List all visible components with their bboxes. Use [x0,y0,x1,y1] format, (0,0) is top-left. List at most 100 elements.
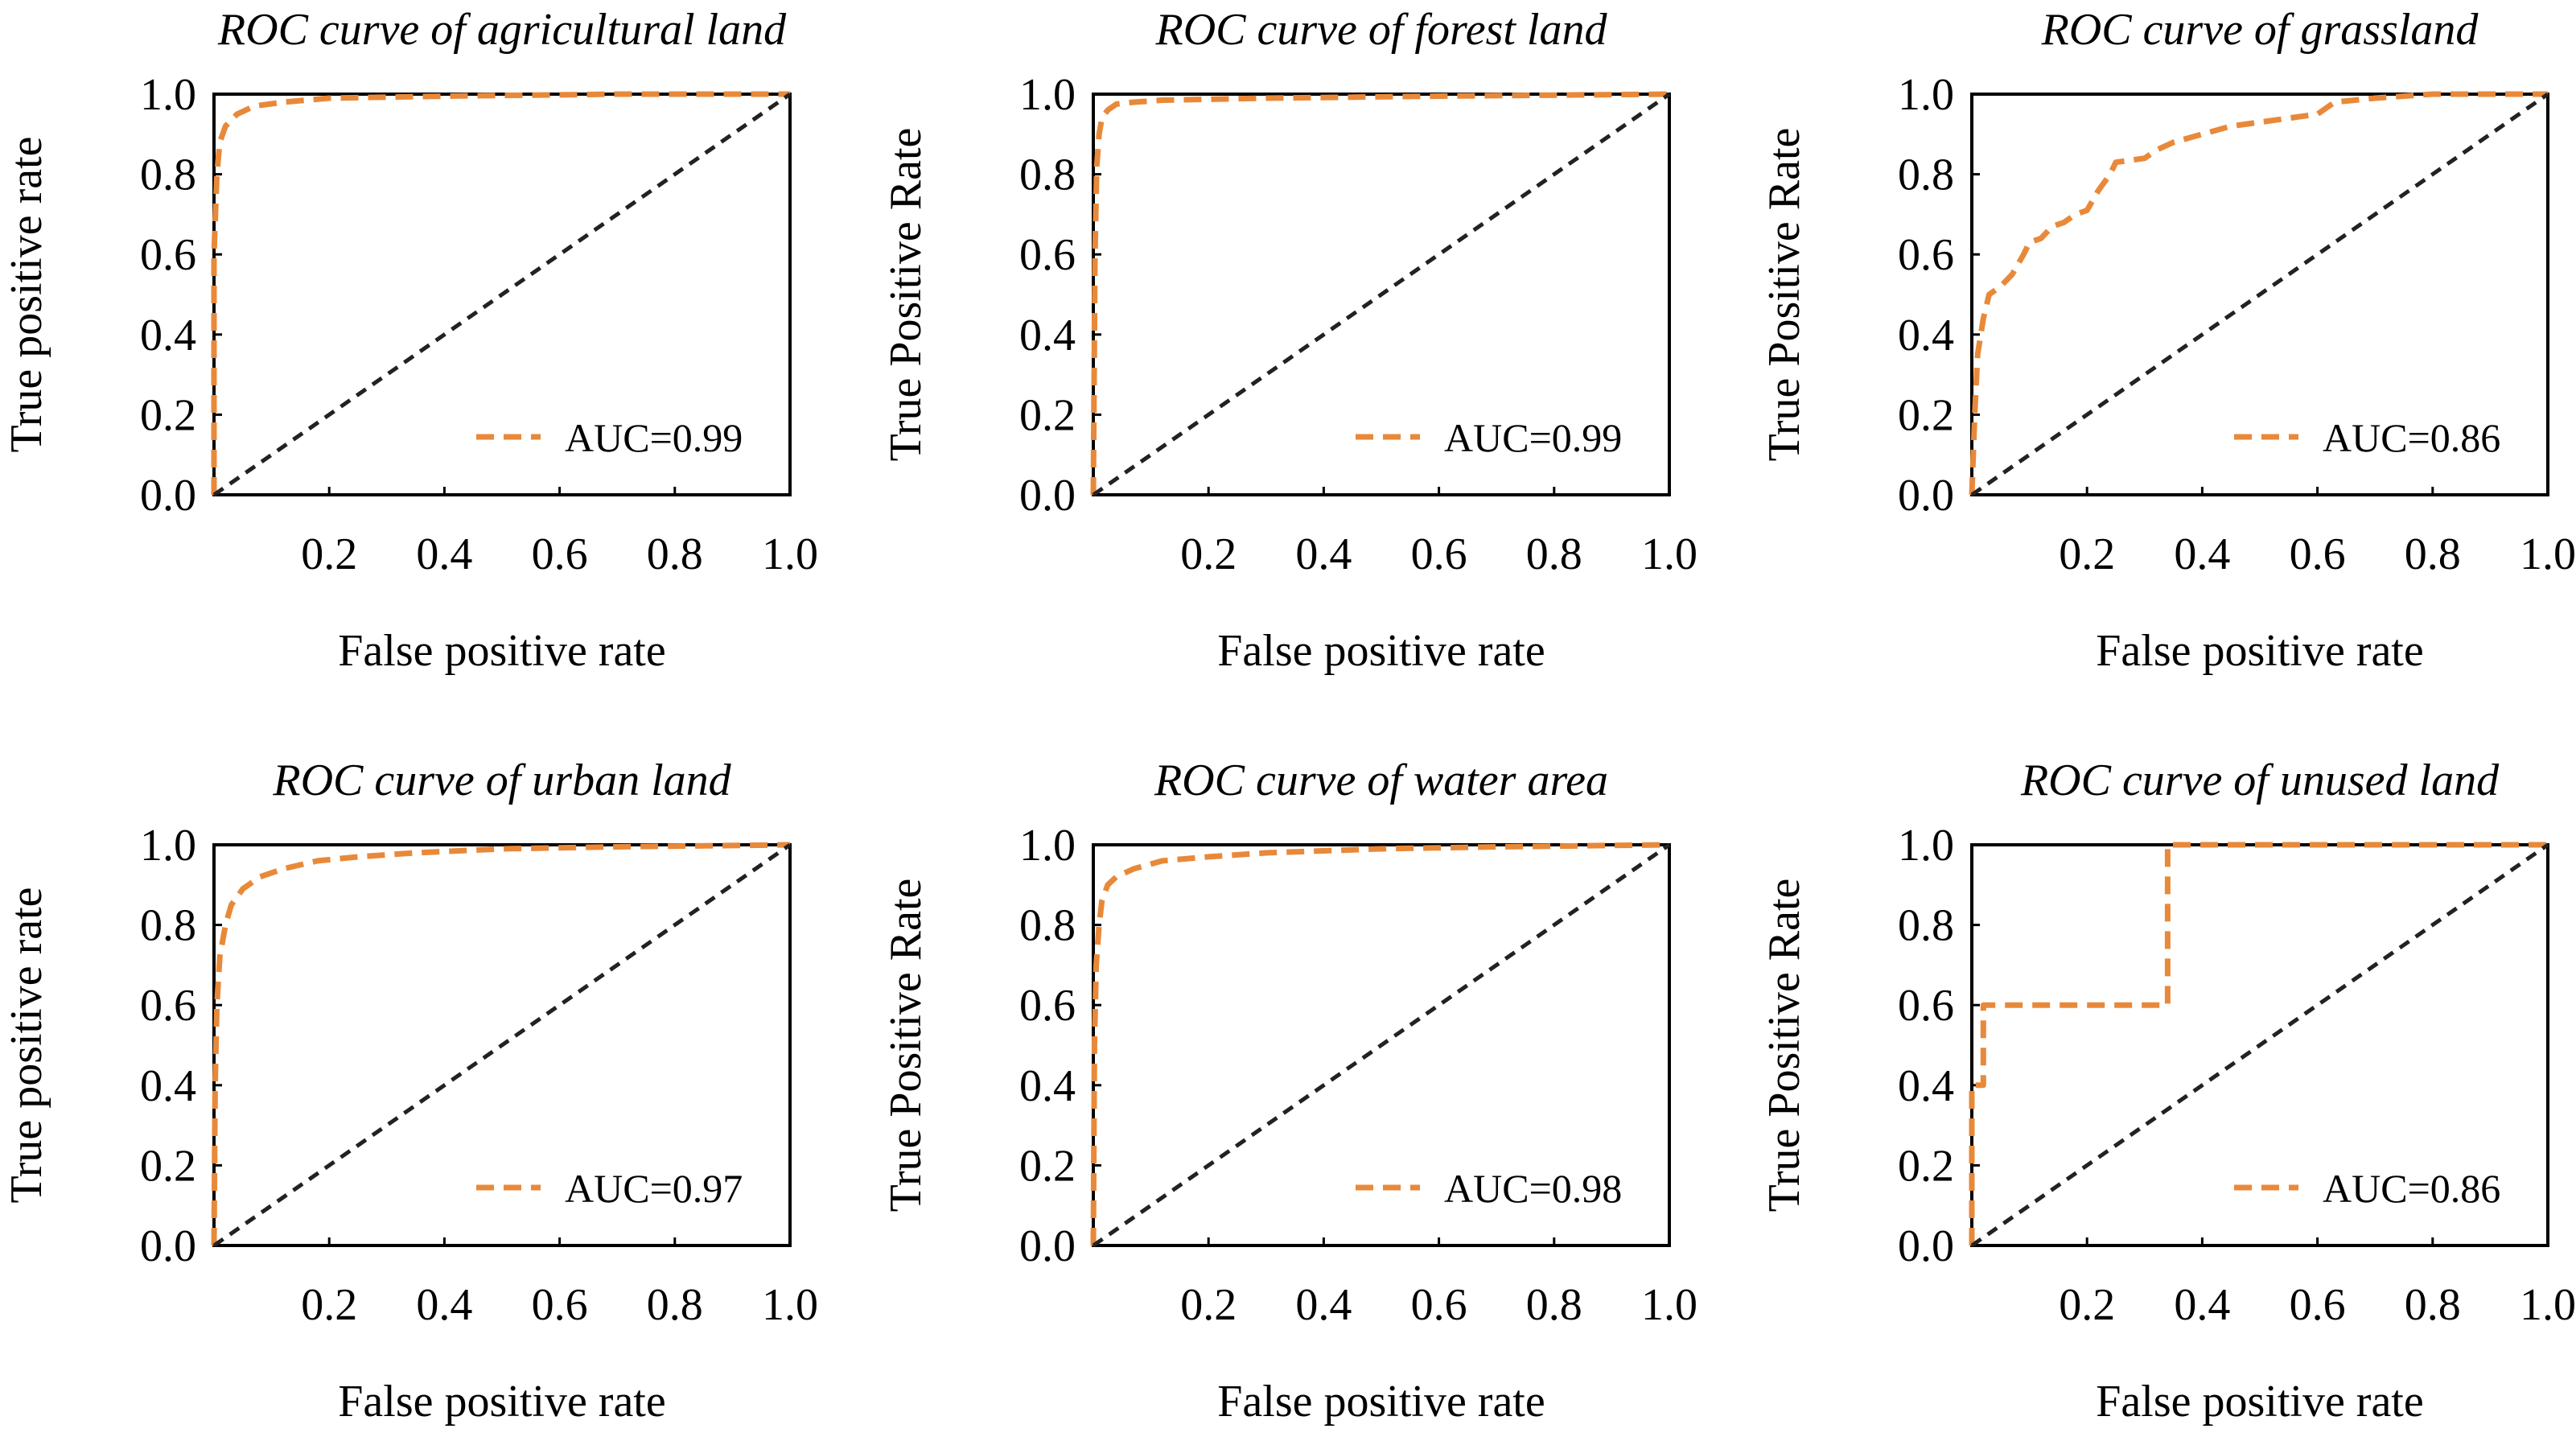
y-tick-label: 0.0 [1898,1221,1954,1271]
y-tick-label: 1.0 [1898,70,1954,120]
x-axis-label: False positive rate [2096,1377,2423,1427]
x-tick-label: 0.2 [301,529,357,579]
roc-panel: ROC curve of urban land 0.0 0.2 0.4 0.6 0.8 1.… [2,755,818,1427]
y-tick-label: 0.2 [1019,390,1076,440]
x-axis-label: False positive rate [2096,626,2423,676]
y-tick-label: 0.4 [1898,1061,1954,1111]
legend-label: AUC=0.99 [565,415,743,460]
x-tick-label: 1.0 [762,1280,818,1330]
x-axis-label: False positive rate [1217,626,1545,676]
y-tick-label: 0.6 [1898,230,1954,280]
y-axis-label: True positive rate [2,137,51,453]
y-tick-label: 0.0 [140,471,196,521]
y-axis-label: True Positive Rate [1759,879,1809,1212]
x-tick-label: 0.6 [1411,529,1467,579]
y-tick-label: 0.8 [1019,150,1076,200]
y-tick-label: 0.6 [1019,981,1076,1031]
x-axis-label: False positive rate [338,626,665,676]
chance-diagonal-line [1970,842,2549,1248]
x-tick-label: 1.0 [2520,1280,2576,1330]
x-tick-label: 0.6 [2290,529,2346,579]
y-tick-label: 1.0 [140,70,196,120]
x-tick-label: 0.4 [2174,529,2230,579]
legend-label: AUC=0.86 [2323,415,2500,460]
x-tick-label: 1.0 [2520,529,2576,579]
legend-label: AUC=0.86 [2323,1166,2500,1211]
y-tick-label: 0.2 [1898,1141,1954,1191]
x-axis-label: False positive rate [338,1377,665,1427]
y-tick-label: 0.8 [140,150,196,200]
y-tick-label: 0.2 [140,390,196,440]
y-tick-label: 0.0 [1019,1221,1076,1271]
chance-diagonal-line [1092,842,1671,1248]
y-tick-label: 0.2 [1898,390,1954,440]
chance-diagonal-line [1970,92,2549,497]
y-tick-label: 0.6 [1898,981,1954,1031]
x-tick-label: 0.6 [532,529,588,579]
x-tick-label: 0.4 [1295,529,1352,579]
roc-curve-line [1969,91,2548,496]
y-tick-label: 0.8 [1019,901,1076,951]
x-tick-label: 0.4 [1295,1280,1352,1330]
roc-curve-line [211,842,791,1246]
y-tick-label: 0.0 [1898,471,1954,521]
y-tick-label: 0.4 [1019,1061,1076,1111]
x-tick-label: 0.4 [2174,1280,2230,1330]
roc-curve-line [1090,842,1670,1246]
roc-panel: ROC curve of grassland 0.0 0.2 0.4 0.6 0.8 1.0… [1759,5,2576,676]
roc-curve-line [1090,91,1670,496]
x-tick-label: 0.4 [416,1280,472,1330]
x-tick-label: 0.8 [647,1280,703,1330]
roc-panel: ROC curve of forest land 0.0 0.2 0.4 0.6 0.8 1… [881,5,1697,676]
y-tick-label: 0.6 [140,230,196,280]
chart-title: ROC curve of water area [1154,755,1608,805]
x-tick-label: 0.6 [2290,1280,2346,1330]
y-tick-label: 0.0 [140,1221,196,1271]
x-tick-label: 0.4 [416,529,472,579]
y-tick-label: 0.6 [1019,230,1076,280]
roc-curve-line [1969,842,2548,1245]
chart-title: ROC curve of agricultural land [217,5,787,55]
y-tick-label: 0.4 [1898,311,1954,360]
y-axis-label: True Positive Rate [881,128,931,462]
legend-label: AUC=0.99 [1444,415,1622,460]
y-tick-label: 0.8 [1898,901,1954,951]
x-tick-label: 0.6 [1411,1280,1467,1330]
y-axis-label: True Positive Rate [881,879,931,1212]
x-tick-label: 0.2 [301,1280,357,1330]
chart-title: ROC curve of grassland [2041,5,2479,55]
legend-label: AUC=0.98 [1444,1166,1622,1211]
y-tick-label: 0.8 [140,901,196,951]
y-tick-label: 0.2 [140,1141,196,1191]
x-tick-label: 0.8 [1526,1280,1582,1330]
chart-title: ROC curve of forest land [1155,5,1608,55]
y-tick-label: 0.0 [1019,471,1076,521]
plot-frame [1970,93,2549,496]
x-axis-label: False positive rate [1217,1377,1545,1427]
y-tick-label: 1.0 [1898,821,1954,871]
roc-panel: ROC curve of unused land 0.0 0.2 0.4 0.6 0.8 1… [1759,755,2576,1427]
legend-label: AUC=0.97 [565,1166,743,1211]
chart-title: ROC curve of unused land [2020,755,2500,805]
y-tick-label: 1.0 [140,821,196,871]
y-tick-label: 0.4 [1019,311,1076,360]
y-tick-label: 0.2 [1019,1141,1076,1191]
x-tick-label: 0.2 [1180,1280,1237,1330]
x-tick-label: 1.0 [1641,529,1697,579]
chance-diagonal-line [212,92,792,497]
x-tick-label: 0.2 [2059,529,2115,579]
chance-diagonal-line [1092,92,1671,497]
y-tick-label: 0.4 [140,1061,196,1111]
roc-panel: ROC curve of water area 0.0 0.2 0.4 0.6 0.8 1.… [881,755,1697,1427]
x-tick-label: 0.8 [647,529,703,579]
roc-curve-line [211,91,790,495]
x-tick-label: 1.0 [762,529,818,579]
y-tick-label: 1.0 [1019,821,1076,871]
x-tick-label: 0.8 [2405,1280,2461,1330]
y-tick-label: 0.8 [1898,150,1954,200]
x-tick-label: 0.6 [532,1280,588,1330]
y-tick-label: 1.0 [1019,70,1076,120]
y-axis-label: True positive rate [2,887,51,1204]
roc-panel: ROC curve of agricultural land 0.0 0.2 0.4 0… [2,5,818,676]
chance-diagonal-line [212,842,792,1248]
